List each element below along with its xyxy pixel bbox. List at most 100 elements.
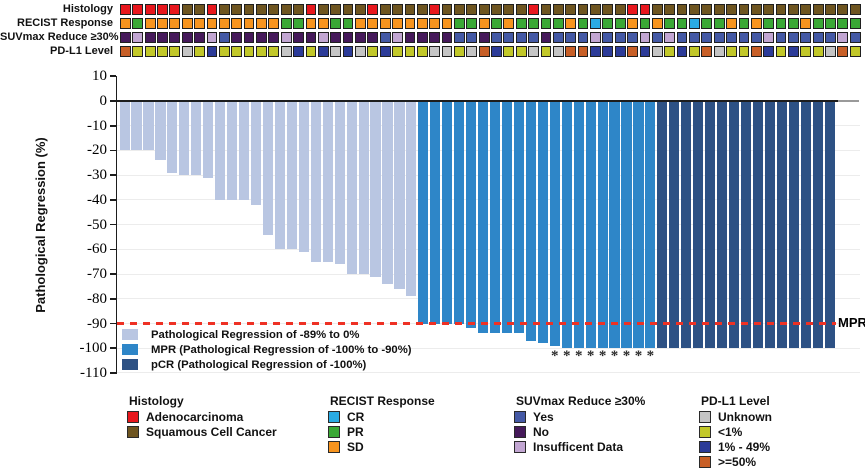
track-cell-pd-l1-level bbox=[528, 46, 539, 57]
track-cell-recist-response bbox=[590, 18, 601, 29]
bar-patient-49 bbox=[693, 101, 704, 349]
track-cell-recist-response bbox=[280, 18, 292, 29]
bar-patient-20 bbox=[346, 101, 357, 275]
track-cell-recist-response bbox=[763, 18, 775, 29]
y-tick-mark bbox=[109, 223, 116, 226]
bar-patient-42 bbox=[609, 101, 620, 349]
bar-patient-8 bbox=[203, 101, 214, 178]
track-cell-histology bbox=[441, 4, 453, 15]
track-cell-pd-l1-level bbox=[713, 46, 725, 57]
legend-item-label: PR bbox=[347, 425, 364, 439]
bar-patient-28 bbox=[442, 101, 453, 324]
track-cell-histology bbox=[590, 4, 601, 15]
bar-patient-21 bbox=[358, 101, 369, 275]
bar-patient-57 bbox=[788, 101, 799, 349]
track-cell-recist-response bbox=[651, 18, 663, 29]
track-cell-histology bbox=[243, 4, 255, 15]
track-cell-pd-l1-level bbox=[132, 46, 144, 57]
track-cell-pd-l1-level bbox=[787, 46, 799, 57]
track-cell-suvmax-reduce-30- bbox=[218, 32, 230, 43]
y-tick-label: -90 bbox=[87, 315, 107, 332]
track-cell-histology bbox=[305, 4, 317, 15]
track-cell-suvmax-reduce-30- bbox=[738, 32, 750, 43]
track-cell-suvmax-reduce-30- bbox=[639, 32, 651, 43]
track-cell-suvmax-reduce-30- bbox=[169, 32, 181, 43]
track-cell-histology bbox=[206, 4, 218, 15]
track-cell-histology bbox=[453, 4, 465, 15]
track-cell-pd-l1-level bbox=[379, 46, 391, 57]
track-cell-histology bbox=[800, 4, 812, 15]
bar-patient-41 bbox=[597, 101, 608, 349]
legend-item-label: MPR (Pathological Regression of -100% to… bbox=[151, 344, 412, 356]
y-tick-mark bbox=[109, 124, 116, 127]
track-cell-recist-response bbox=[540, 18, 552, 29]
track-cell-suvmax-reduce-30- bbox=[689, 32, 700, 43]
bar-patient-38 bbox=[561, 101, 572, 349]
track-cell-pd-l1-level bbox=[206, 46, 218, 57]
legend-swatch-adeno bbox=[127, 411, 139, 423]
track-cell-recist-response bbox=[849, 18, 861, 29]
legend-swatch-pr bbox=[328, 426, 340, 438]
track-cell-histology bbox=[837, 4, 849, 15]
track-cell-suvmax-reduce-30- bbox=[515, 32, 527, 43]
track-cell-suvmax-reduce-30- bbox=[392, 32, 403, 43]
track-cell-suvmax-reduce-30- bbox=[293, 32, 304, 43]
track-cell-recist-response bbox=[837, 18, 849, 29]
track-cell-suvmax-reduce-30- bbox=[120, 32, 131, 43]
track-cell-recist-response bbox=[528, 18, 539, 29]
bar-patient-12 bbox=[250, 101, 262, 205]
track-cell-pd-l1-level bbox=[268, 46, 280, 57]
annotation-tracks: Histology RECIST Response SUVmax Reduce ≥3… bbox=[0, 0, 865, 62]
track-cell-pd-l1-level bbox=[590, 46, 601, 57]
bar-patient-53 bbox=[740, 101, 752, 349]
bar-patient-34 bbox=[513, 101, 525, 334]
track-cell-pd-l1-level bbox=[144, 46, 156, 57]
track-cell-histology bbox=[639, 4, 651, 15]
bar-patient-25 bbox=[406, 101, 417, 297]
legend-swatch-pcr bbox=[122, 359, 138, 370]
track-cell-suvmax-reduce-30- bbox=[763, 32, 775, 43]
legend-swatch-ge50 bbox=[699, 456, 711, 468]
track-cell-suvmax-reduce-30- bbox=[701, 32, 713, 43]
track-cell-suvmax-reduce-30- bbox=[256, 32, 267, 43]
bar-patient-10 bbox=[227, 101, 238, 200]
y-gridline bbox=[117, 273, 860, 275]
track-cell-pd-l1-level bbox=[218, 46, 230, 57]
track-cell-recist-response bbox=[305, 18, 317, 29]
track-cell-pd-l1-level bbox=[750, 46, 762, 57]
track-cell-recist-response bbox=[144, 18, 156, 29]
bar-patient-33 bbox=[501, 101, 513, 334]
bar-patient-40 bbox=[585, 101, 596, 349]
bar-patient-51 bbox=[717, 101, 728, 349]
track-cell-pd-l1-level bbox=[800, 46, 812, 57]
bar-patient-6 bbox=[179, 101, 190, 176]
track-cell-histology bbox=[775, 4, 787, 15]
legend-swatch-yes bbox=[514, 411, 526, 423]
track-cell-histology bbox=[552, 4, 564, 15]
track-cell-histology bbox=[144, 4, 156, 15]
track-cell-pd-l1-level bbox=[392, 46, 403, 57]
bar-patient-9 bbox=[215, 101, 226, 200]
track-cell-suvmax-reduce-30- bbox=[552, 32, 564, 43]
track-cell-recist-response bbox=[169, 18, 181, 29]
track-cell-recist-response bbox=[429, 18, 441, 29]
legend-swatch-squamous bbox=[127, 426, 139, 438]
track-cell-histology bbox=[577, 4, 589, 15]
bar-patient-5 bbox=[167, 101, 178, 173]
track-cell-suvmax-reduce-30- bbox=[565, 32, 577, 43]
legend-item-label: 1% - 49% bbox=[718, 440, 771, 454]
track-cell-histology bbox=[491, 4, 502, 15]
asterisk-marker: * bbox=[586, 348, 595, 364]
track-cell-suvmax-reduce-30- bbox=[528, 32, 539, 43]
track-cell-suvmax-reduce-30- bbox=[750, 32, 762, 43]
track-label-recist-response: RECIST Response bbox=[17, 17, 113, 29]
bar-patient-45 bbox=[645, 101, 656, 349]
track-cell-histology bbox=[528, 4, 539, 15]
y-gridline bbox=[117, 199, 860, 201]
track-cell-histology bbox=[293, 4, 304, 15]
asterisk-marker: * bbox=[622, 348, 631, 364]
track-cell-histology bbox=[750, 4, 762, 15]
track-cell-suvmax-reduce-30- bbox=[676, 32, 688, 43]
track-cell-suvmax-reduce-30- bbox=[478, 32, 490, 43]
track-cell-pd-l1-level bbox=[317, 46, 329, 57]
